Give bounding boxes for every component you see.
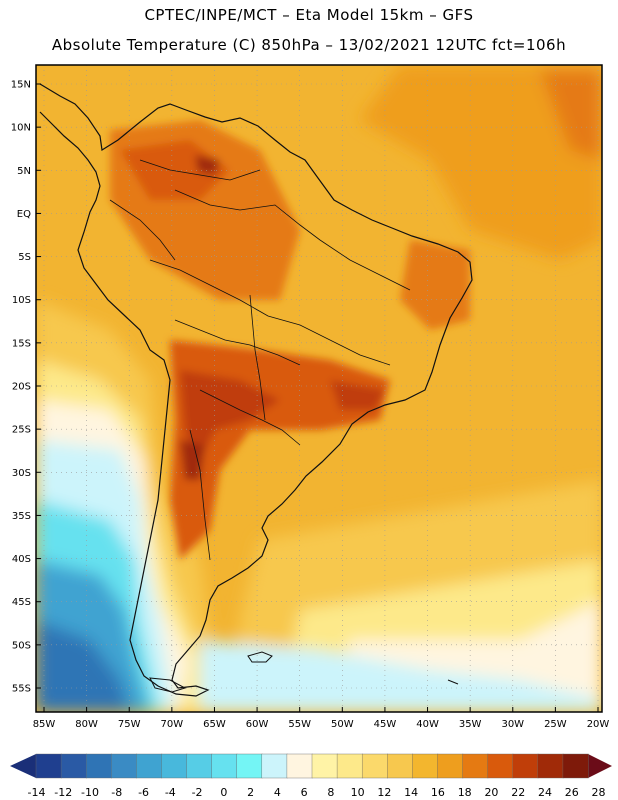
longitude-axis: 85W 80W 75W 70W 65W 60W 55W 50W 45W 40W 35W 30W 25W 2…: [33, 707, 610, 730]
latitude-axis: 15N 10N 5N EQ 5S 10S 15S 20S 25S 30S 35S 40S 45S 50S 5…: [11, 80, 41, 695]
colorbar-label: -4: [165, 786, 176, 799]
longitude-label: 70W: [161, 719, 184, 730]
longitude-label: 80W: [75, 719, 98, 730]
colorbar-label: 10: [351, 786, 365, 799]
colorbar-label: 20: [484, 786, 498, 799]
colorbar-label: 4: [274, 786, 281, 799]
colorbar-label: -8: [111, 786, 122, 799]
colorbar-label: 28: [592, 786, 606, 799]
colorbar-cell: [286, 753, 313, 779]
colorbar-low-arrow: [10, 754, 36, 778]
colorbar-label: 16: [431, 786, 445, 799]
colorbar-cell: [211, 753, 238, 779]
latitude-label: 40S: [12, 554, 31, 565]
colorbar-cell: [261, 753, 288, 779]
colorbar-label: 6: [301, 786, 308, 799]
colorbar-label: -2: [192, 786, 203, 799]
map-frame: [35, 64, 603, 713]
southeast-hotter-zone: [330, 380, 385, 410]
colorbar-cell: [236, 753, 263, 779]
longitude-label: 50W: [331, 719, 354, 730]
map-subtitle: Absolute Temperature (C) 850hPa – 13/02/…: [51, 36, 567, 54]
colorbar-cell: [387, 753, 414, 779]
colorbar-label: -12: [54, 786, 72, 799]
colorbar-cell: [311, 753, 338, 779]
longitude-label: 40W: [416, 719, 439, 730]
colorbar-label: 8: [327, 786, 334, 799]
colorbar-label: 24: [538, 786, 552, 799]
latitude-label: 25S: [12, 425, 31, 436]
colorbar-cell: [111, 753, 138, 779]
latitude-label: 55S: [12, 684, 31, 695]
longitude-label: 45W: [374, 719, 397, 730]
colorbar-cell: [487, 753, 514, 779]
colorbar-cell: [412, 753, 439, 779]
latitude-label: 45S: [12, 597, 31, 608]
colorbar-cell: [512, 753, 539, 779]
colorbar-label: 0: [220, 786, 227, 799]
north-hot-zone: [120, 140, 230, 200]
latitude-label: 10S: [12, 295, 31, 306]
longitude-label: 75W: [118, 719, 141, 730]
colorbar-cell: [361, 753, 388, 779]
longitude-label: 35W: [459, 719, 482, 730]
colorbar-label: -6: [138, 786, 149, 799]
colorbar-label: 14: [404, 786, 418, 799]
colorbar: -14 -12 -10 -8 -6 -4 -2 0 2 4 6 8 10 12 14 16 18 20 22 24 26…: [10, 753, 612, 799]
northeast-warm-zone: [400, 240, 470, 330]
latitude-label: 20S: [12, 382, 31, 393]
colorbar-label: 26: [565, 786, 579, 799]
colorbar-cell: [85, 753, 112, 779]
country-borders: [109, 159, 411, 561]
longitude-label: 20W: [587, 719, 610, 730]
latitude-label: EQ: [17, 209, 31, 220]
colorbar-label: -10: [81, 786, 99, 799]
colorbar-label: 12: [377, 786, 391, 799]
latitude-label: 50S: [12, 640, 31, 651]
colorbar-high-arrow: [588, 754, 612, 778]
colorbar-cell: [537, 753, 564, 779]
latitude-label: 5N: [17, 166, 31, 177]
colorbar-cell: [161, 753, 188, 779]
colorbar-label: 2: [247, 786, 254, 799]
south-america-coastline: [39, 83, 473, 697]
colorbar-label: 18: [458, 786, 472, 799]
pacific-darkblue-zone: [36, 620, 130, 712]
colorbar-cell: [186, 753, 213, 779]
colorbar-label: 22: [511, 786, 525, 799]
longitude-label: 85W: [33, 719, 56, 730]
colorbar-cell: [562, 753, 589, 779]
map-field: [36, 65, 602, 712]
longitude-label: 30W: [501, 719, 524, 730]
argentina-hottest-zone: [180, 440, 205, 480]
latitude-label: 35S: [12, 511, 31, 522]
warm-atlantic-zone: [360, 65, 602, 260]
colorbar-cell: [60, 753, 87, 779]
latitude-label: 15N: [11, 80, 31, 91]
colorbar-cell: [136, 753, 163, 779]
warm-atlantic-zone: [540, 70, 602, 160]
southern-lightblue-zone: [200, 640, 602, 712]
latitude-label: 5S: [18, 252, 31, 263]
longitude-label: 60W: [246, 719, 269, 730]
colorbar-cell: [336, 753, 363, 779]
latitude-label: 15S: [12, 338, 31, 349]
islands: [149, 651, 459, 693]
colorbar-cell: [35, 753, 62, 779]
longitude-label: 55W: [288, 719, 311, 730]
map-title: CPTEC/INPE/MCT – Eta Model 15km – GFS: [144, 6, 474, 24]
longitude-label: 65W: [203, 719, 226, 730]
colorbar-label: -14: [28, 786, 46, 799]
colorbar-cell: [462, 753, 489, 779]
latitude-label: 30S: [12, 468, 31, 479]
latitude-label: 10N: [11, 123, 31, 134]
longitude-label: 25W: [544, 719, 567, 730]
colorbar-cell: [437, 753, 464, 779]
